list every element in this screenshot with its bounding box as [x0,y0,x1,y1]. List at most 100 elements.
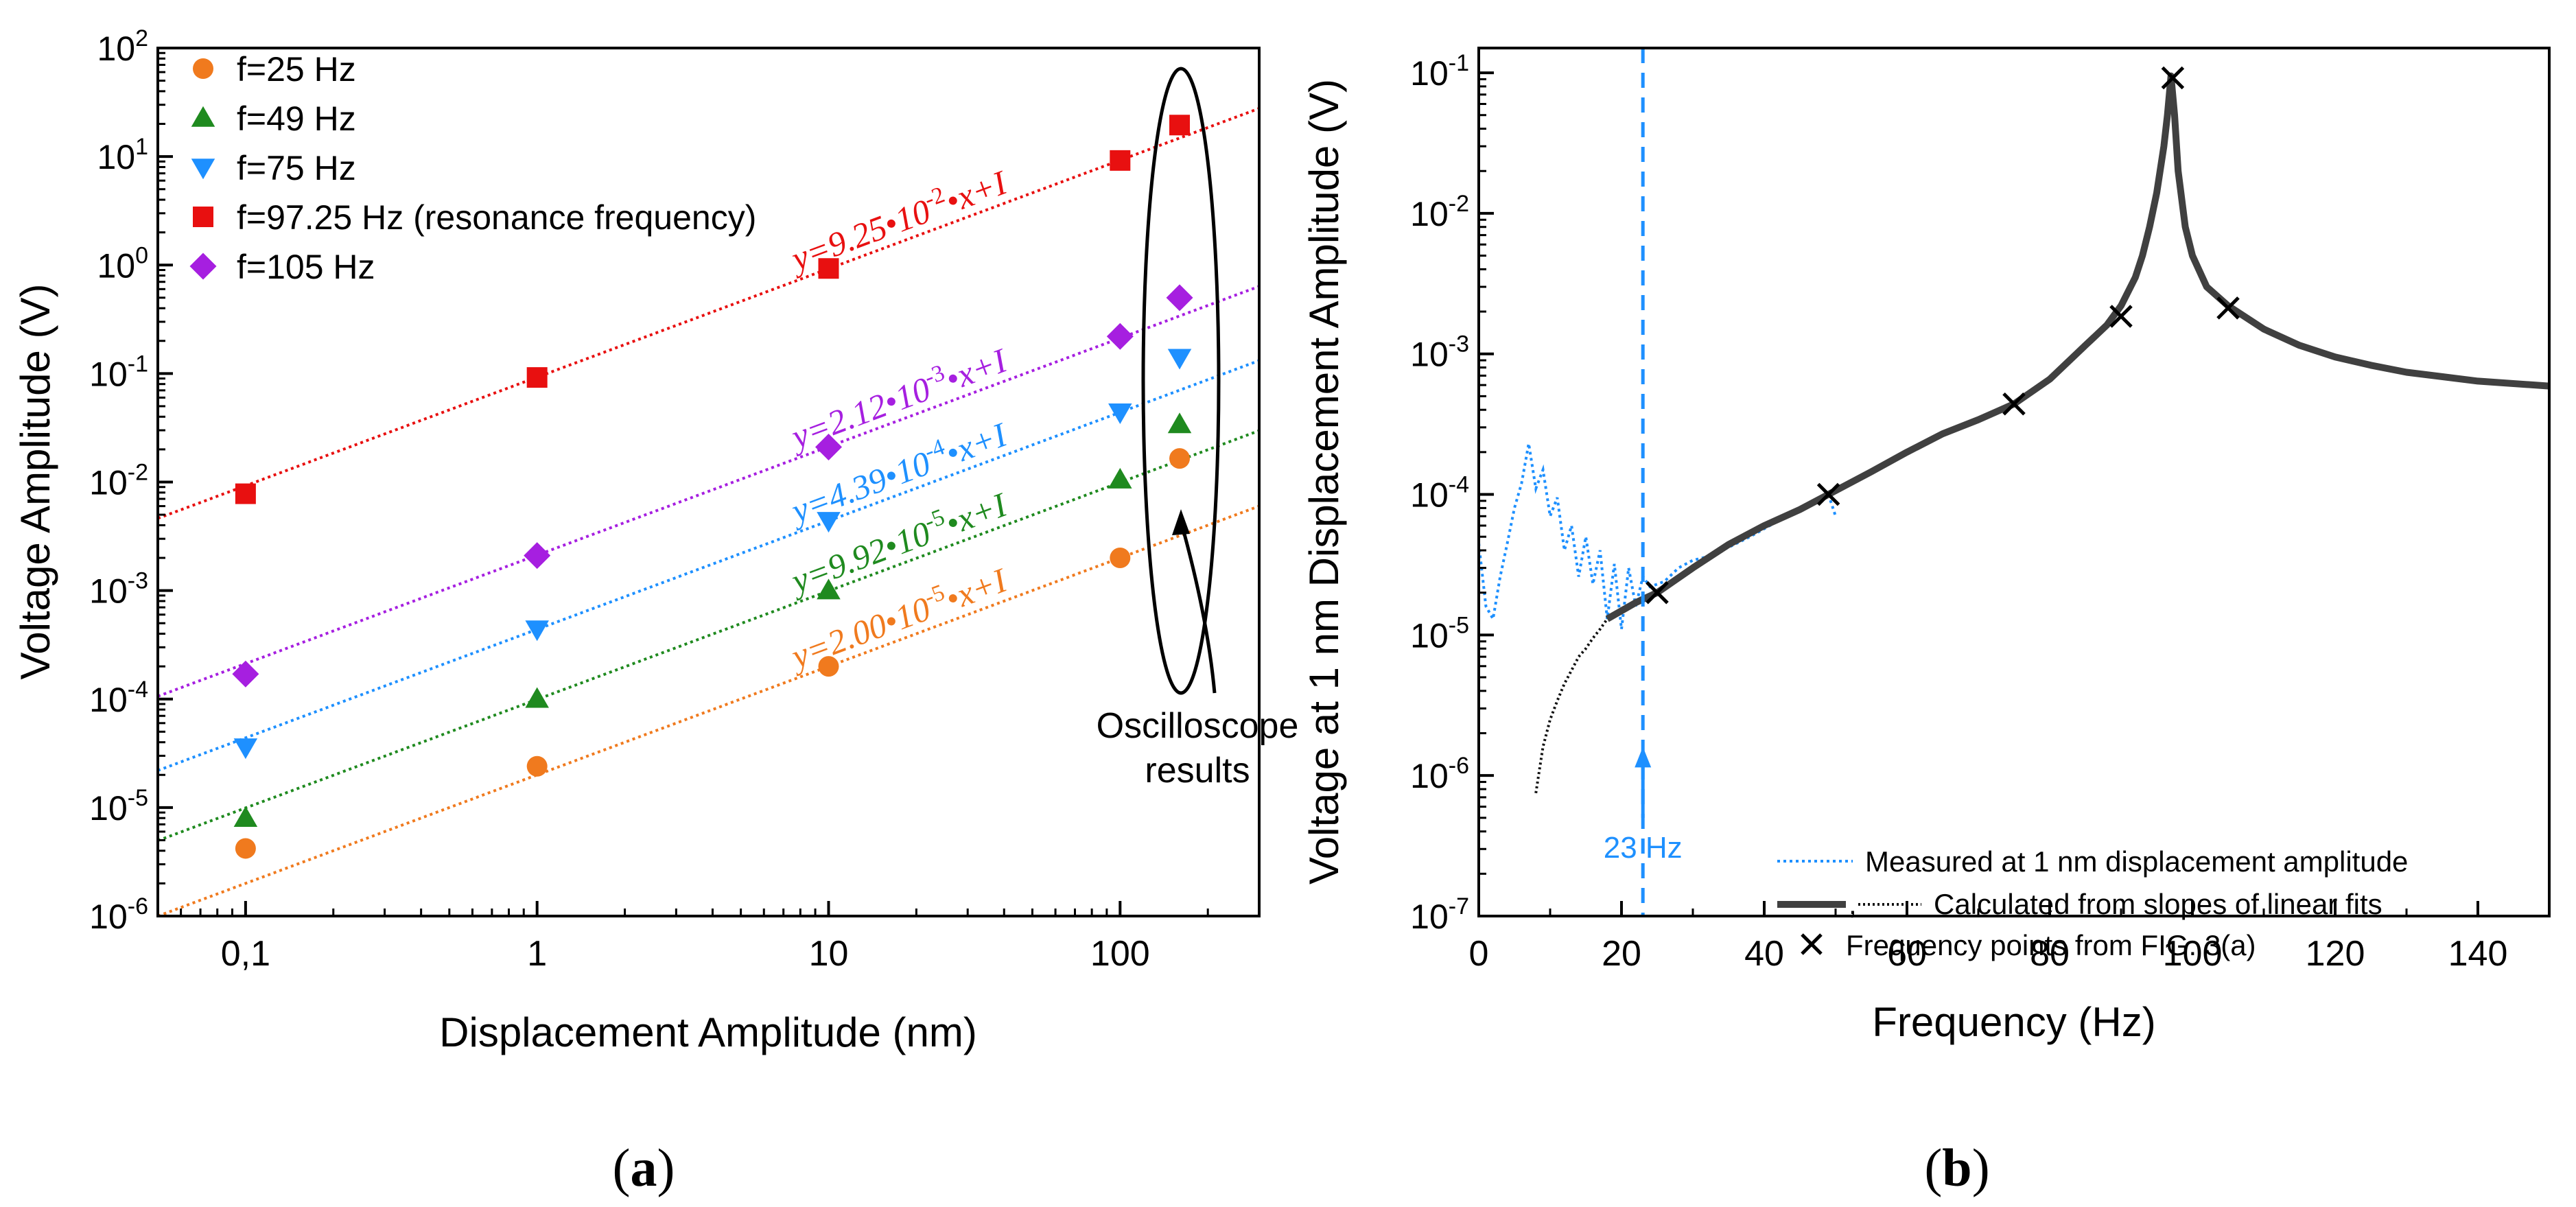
vline-arrowhead [1635,747,1652,768]
data-point [1167,412,1192,434]
data-point [1169,448,1191,469]
vline-label: 23 Hz [1604,831,1683,865]
y-tick-label-b: 10-6 [1410,753,1469,795]
legend-calculated-separator: , [1849,888,1857,920]
y-tick-label-b: 10-5 [1410,612,1469,655]
y-axis-b: 10-7 10-6 10-5 10-4 10-3 10-2 10-1 [1410,50,1494,936]
data-point [232,660,259,688]
legend-freq-points-label: Frequency points from FIG. 3(a) [1846,929,2256,961]
data-point [817,512,841,533]
frequency-point [1816,482,1840,506]
calculated-low-line [1534,618,1608,794]
x-tick-label-b: 40 [1744,934,1784,974]
fit-line [158,429,1259,842]
x-tick-label-a: 100 [1090,934,1150,974]
data-point [235,838,256,859]
x-tick-label-b: 120 [2306,934,2365,974]
data-point [815,434,843,461]
measured-line [1479,443,1837,630]
data-point [1166,284,1193,312]
x-axis-label-b: Frequency (Hz) [1872,999,2155,1045]
annotation-arrow [1179,521,1217,694]
frequency-point [2109,305,2133,328]
x-axis-label-a: Displacement Amplitude (nm) [439,1009,977,1055]
data-point [526,755,548,777]
legend-label-a: f=75 Hz [237,149,356,187]
annotation-line-1: Oscilloscope [1097,706,1299,746]
y-tick-label-b: 10-3 [1410,331,1469,374]
fit-lines [158,107,1259,916]
y-tick-label-a: 10-2 [89,460,148,502]
y-axis-a: 10-6 10-5 10-4 10-3 10-2 10-1 100 101 102 [89,25,173,936]
legend-a: f=25 Hz f=49 Hz f=75 Hz f=97.25 Hz (resonan… [189,50,756,286]
legend-measured-label: Measured at 1 nm displacement amplitude [1865,845,2408,878]
y-axis-label-b: Voltage at 1 nm Displacement Amplitude (… [1301,79,1347,884]
legend-label-a: f=105 Hz [237,248,375,286]
data-point [818,656,839,677]
y-tick-label-a: 10-4 [89,677,148,719]
y-tick-label-a: 10-1 [89,351,148,393]
x-tick-label-b: 80 [2030,934,2070,974]
legend-label-a: f=49 Hz [237,99,356,138]
y-tick-label-b: 10-1 [1410,50,1469,93]
y-axis-label-a: Voltage Amplitude (V) [12,283,58,679]
legend-label-a: f=25 Hz [237,50,356,89]
x-tick-label-b: 0 [1469,934,1489,974]
fit-line [158,359,1259,772]
calculated-line [1605,72,2549,622]
x-tick-label-a: 0,1 [221,934,270,974]
x-tick-label-b: 20 [1602,934,1641,974]
y-tick-label-b: 10-4 [1410,472,1469,515]
x-axis-a: 0,1 1 10 100 [156,901,1261,974]
frequency-point-stroke [2161,66,2185,90]
data-point [1110,150,1131,171]
x-tick-label-b: 140 [2448,934,2508,974]
x-tick-label-a: 10 [809,934,849,974]
frequency-point-stroke [2002,392,2026,416]
caption-a: (a) [613,1138,675,1197]
fit-label: y=9.25•10-2•x+I [782,160,1013,279]
fit-line [158,107,1259,520]
frequency-point-stroke [1646,581,1669,605]
frequency-point-stroke [2109,305,2133,328]
data-point [1108,467,1132,489]
data-point [1110,548,1131,569]
data-point [818,258,839,279]
legend-marker-a [193,207,213,227]
y-tick-label-a: 10-3 [89,568,148,611]
panel-b: 10-7 10-6 10-5 10-4 10-3 10-2 10-1 0 20 40 60 80 10… [1301,47,2551,1197]
data-point [233,806,258,827]
y-tick-label-a: 101 [97,134,148,176]
frequency-point [2002,392,2026,416]
annotation-line-2: results [1145,751,1250,790]
frequency-point [1646,581,1669,605]
x-tick-label-b: 60 [1887,934,1927,974]
caption-b: (b) [1924,1138,1989,1197]
y-tick-label-a: 102 [97,25,148,68]
frequency-point [2161,66,2185,90]
data-point [1169,115,1191,136]
data-point [524,542,551,570]
y-tick-label-a: 10-6 [89,893,148,936]
x-tick-label-b: 100 [2163,934,2223,974]
panel-a: 10-6 10-5 10-4 10-3 10-2 10-1 100 101 102 0,1 1 10… [12,25,1298,1197]
data-point [233,738,258,760]
frequency-point-stroke [2216,296,2240,320]
data-point [525,687,549,708]
fit-line [158,504,1259,916]
data-point [525,620,549,642]
legend-calculated-label: Calculated from slopes of linear fits [1934,888,2382,920]
legend-marker-a [191,106,215,127]
data-point [1108,403,1132,425]
legend-marker-a [189,253,217,280]
y-tick-label-a: 10-5 [89,785,148,828]
frequency-point [2216,296,2240,320]
data-point [235,483,256,504]
legend-b: Measured at 1 nm displacement amplitude … [1777,845,2408,961]
y-tick-label-b: 10-2 [1410,191,1469,233]
plot-area-b [1479,48,2549,916]
legend-marker-a [191,159,215,180]
x-tick-label-a: 1 [527,934,547,974]
x-axis-b: 0 20 40 60 80 100 120 140 [1469,901,2551,974]
